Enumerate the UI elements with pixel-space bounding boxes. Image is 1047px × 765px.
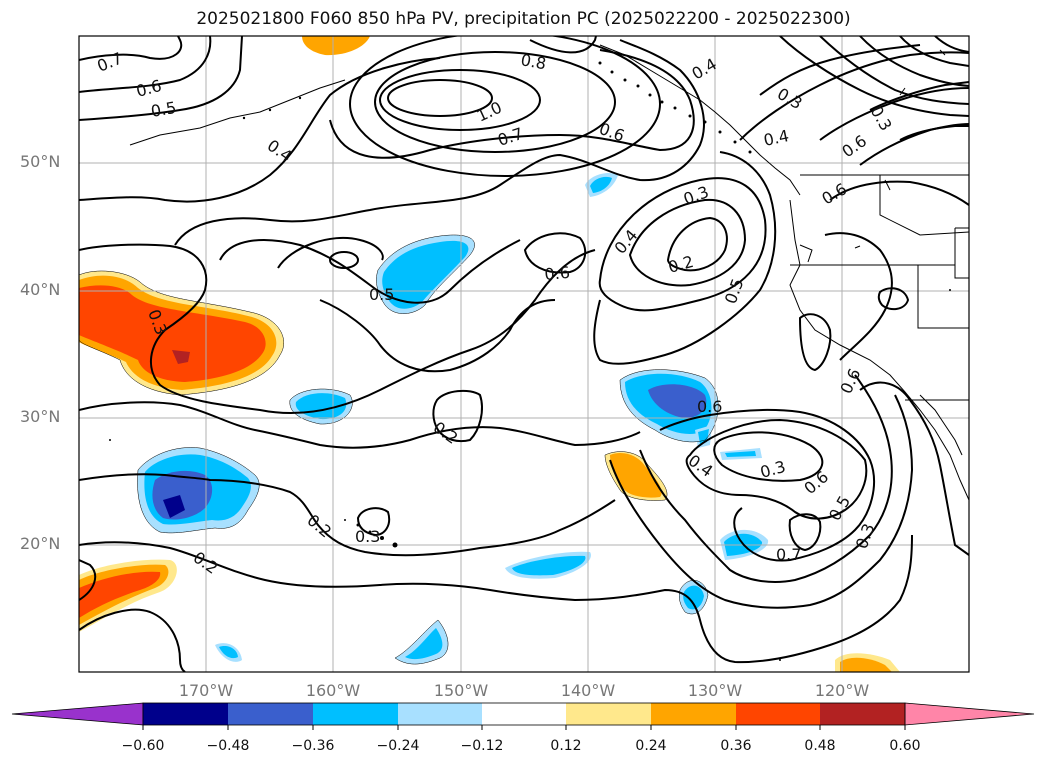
positive-precip-shading xyxy=(79,36,900,672)
map-title: 2025021800 F060 850 hPa PV, precipitatio… xyxy=(196,9,851,29)
colorbar-bin xyxy=(736,703,820,725)
contour-label: 0.7 xyxy=(776,545,801,564)
contour-label: 0.3 xyxy=(355,527,380,546)
contour-label: 0.3 xyxy=(867,103,896,135)
pv-contours xyxy=(79,36,969,672)
contour-label: 0.4 xyxy=(762,126,791,150)
lon-label-130w: 130°W xyxy=(687,681,743,700)
contour-label: 0.6 xyxy=(800,467,832,498)
contour-label: 0.7 xyxy=(94,49,125,76)
contour-label: 0.3 xyxy=(681,182,711,209)
colorbar-tick-label: −0.60 xyxy=(121,738,165,754)
lat-label-30n: 30°N xyxy=(20,407,61,426)
lon-label-170w: 170°W xyxy=(178,681,234,700)
contour-label: 0.4 xyxy=(611,226,642,258)
negative-precip-shading xyxy=(137,173,769,665)
contour-label: 0.5 xyxy=(825,492,854,524)
colorbar-tick-label: −0.36 xyxy=(291,738,335,754)
contour-label: 0.6 xyxy=(697,397,722,416)
contour-label: 0.7 xyxy=(495,124,525,150)
colorbar-tick-label: −0.24 xyxy=(376,738,420,754)
lon-label-140w: 140°W xyxy=(560,681,616,700)
colorbar-bin xyxy=(143,703,228,725)
colorbar-tick-label: 0.60 xyxy=(889,738,921,754)
colorbar-tick-label: −0.12 xyxy=(460,738,504,754)
colorbar-bin xyxy=(228,703,313,725)
colorbar-tick-label: −0.48 xyxy=(206,738,250,754)
colorbar-tick-label: 0.48 xyxy=(804,738,836,754)
contour-label: 0.4 xyxy=(264,136,296,166)
lat-label-40n: 40°N xyxy=(20,280,61,299)
colorbar-bin xyxy=(482,703,566,725)
contour-label: 0.3 xyxy=(758,457,788,482)
contour-label: 0.3 xyxy=(852,521,879,551)
lat-label-20n: 20°N xyxy=(20,534,61,553)
map-frame xyxy=(78,35,970,673)
contour-label: 0.6 xyxy=(836,366,864,397)
contour-label: 0.5 xyxy=(369,285,394,304)
lon-label-150w: 150°W xyxy=(433,681,489,700)
contour-label: 0.2 xyxy=(190,548,222,578)
colorbar-tick-label: 0.36 xyxy=(720,738,752,754)
lon-label-160w: 160°W xyxy=(305,681,361,700)
colorbar-bin xyxy=(820,703,905,725)
contour-label: 0.8 xyxy=(519,50,547,73)
contour-label: 0.6 xyxy=(544,263,571,284)
map-area: 0.7 0.6 0.5 0.4 0.8 1.0 0.7 0.6 0.4 0.3 … xyxy=(79,36,969,672)
contour-label: 0.6 xyxy=(134,76,164,101)
lon-label-120w: 120°W xyxy=(814,681,870,700)
colorbar-bin xyxy=(313,703,398,725)
colorbar-bin xyxy=(566,703,651,725)
colorbar xyxy=(11,702,1035,730)
colorbar-bin xyxy=(651,703,736,725)
colorbar-extend-high xyxy=(904,702,1035,726)
colorbar-bin xyxy=(398,703,482,725)
contour-label: 0.6 xyxy=(819,179,851,208)
coastlines xyxy=(129,44,969,501)
contour-label: 0.5 xyxy=(721,276,748,306)
contour-label: 1.0 xyxy=(474,98,505,126)
contour-label: 0.5 xyxy=(149,98,177,121)
colorbar-extend-low xyxy=(11,702,144,726)
contour-label: 0.6 xyxy=(838,131,870,161)
lat-label-50n: 50°N xyxy=(20,152,61,171)
colorbar-tick-label: 0.24 xyxy=(635,738,667,754)
contour-label: 0.2 xyxy=(666,252,696,277)
colorbar-tick-label: 0.12 xyxy=(550,738,582,754)
